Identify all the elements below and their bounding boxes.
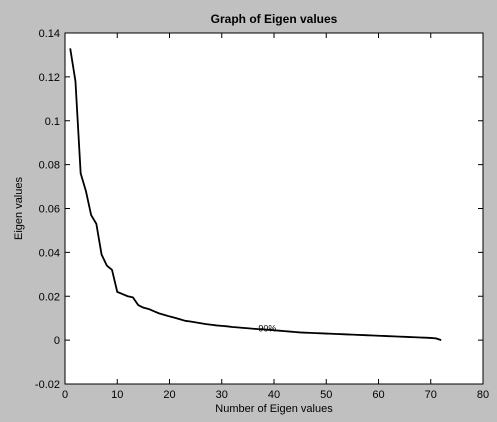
- y-tick-label: 0.04: [39, 247, 60, 259]
- x-tick-label: 0: [62, 389, 68, 401]
- x-tick-label: 40: [268, 389, 280, 401]
- y-tick-label: 0: [54, 335, 60, 347]
- y-tick-label: 0.06: [39, 204, 60, 216]
- y-axis-label: Eigen values: [13, 177, 25, 240]
- plot-area: [64, 32, 484, 385]
- x-tick-label: 10: [111, 389, 123, 401]
- x-tick-label: 50: [320, 389, 332, 401]
- y-tick-label: 0.1: [45, 116, 60, 128]
- x-tick-label: 80: [477, 389, 489, 401]
- y-tick-label: 0.14: [39, 28, 60, 40]
- y-tick-label: 0.12: [39, 72, 60, 84]
- x-tick-label: 70: [425, 389, 437, 401]
- y-tick-label: 0.02: [39, 291, 60, 303]
- x-tick-label: 30: [216, 389, 228, 401]
- eigenvalue-series-line: [69, 48, 442, 341]
- chart-title: Graph of Eigen values: [211, 12, 338, 26]
- x-tick-label: 20: [163, 389, 175, 401]
- x-tick-label: 60: [372, 389, 384, 401]
- annotation-90-percent: 90%: [258, 323, 276, 333]
- y-tick-label: -0.02: [35, 379, 60, 391]
- x-axis-label: Number of Eigen values: [215, 403, 333, 415]
- y-tick-label: 0.08: [39, 160, 60, 172]
